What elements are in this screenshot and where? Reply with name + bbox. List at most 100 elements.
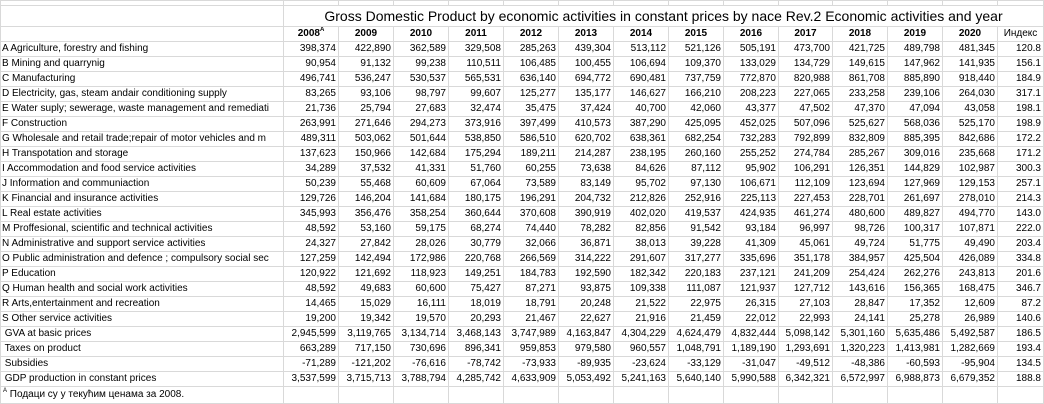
empty-cell[interactable] [448,386,504,404]
value-cell[interactable]: 390,919 [558,206,614,222]
value-cell[interactable]: 96,997 [778,221,833,237]
value-cell[interactable]: 127,969 [887,176,943,192]
empty-cell[interactable] [887,386,943,404]
value-cell[interactable]: 439,304 [558,41,614,57]
value-cell[interactable]: 111,087 [668,281,724,297]
value-cell[interactable]: 501,644 [393,131,449,147]
row-label[interactable]: L Real estate activities [0,206,284,222]
value-cell[interactable]: 99,238 [393,56,449,72]
value-cell[interactable]: 14,465 [283,296,339,312]
row-label[interactable]: D Electricity, gas, steam andair conditi… [0,86,284,102]
value-cell[interactable]: 129,726 [283,191,339,207]
value-cell[interactable]: 2,945,599 [283,326,339,342]
value-cell[interactable]: 51,760 [448,161,504,177]
value-cell[interactable]: 212,826 [613,191,669,207]
value-cell[interactable]: 3,537,599 [283,371,339,387]
value-cell[interactable]: 50,239 [283,176,339,192]
value-cell[interactable]: 358,254 [393,206,449,222]
value-cell[interactable]: 489,827 [887,206,943,222]
index-cell[interactable]: 346.7 [997,281,1044,297]
value-cell[interactable]: 4,285,742 [448,371,504,387]
year-header[interactable]: 2018 [832,26,888,42]
index-cell[interactable]: 188.8 [997,371,1044,387]
value-cell[interactable]: 121,937 [723,281,779,297]
empty-cell[interactable] [778,386,833,404]
value-cell[interactable]: 98,726 [832,221,888,237]
value-cell[interactable]: 3,119,765 [338,326,394,342]
year-header[interactable]: 2014 [613,26,669,42]
value-cell[interactable]: 41,331 [393,161,449,177]
row-label[interactable]: M Proffesional, scientific and technical… [0,221,284,237]
value-cell[interactable]: 861,708 [832,71,888,87]
value-cell[interactable]: 87,271 [503,281,559,297]
value-cell[interactable]: 1,293,691 [778,341,833,357]
value-cell[interactable]: 792,899 [778,131,833,147]
value-cell[interactable]: 262,276 [887,266,943,282]
value-cell[interactable]: 3,747,989 [503,326,559,342]
empty-cell[interactable] [558,386,614,404]
value-cell[interactable]: 271,646 [338,116,394,132]
value-cell[interactable]: 5,640,140 [668,371,724,387]
value-cell[interactable]: 586,510 [503,131,559,147]
value-cell[interactable]: -31,047 [723,356,779,372]
value-cell[interactable]: 505,191 [723,41,779,57]
value-cell[interactable]: 496,741 [283,71,339,87]
value-cell[interactable]: 690,481 [613,71,669,87]
value-cell[interactable]: 1,189,190 [723,341,779,357]
value-cell[interactable]: 55,468 [338,176,394,192]
value-cell[interactable]: 254,424 [832,266,888,282]
value-cell[interactable]: 24,141 [832,311,888,327]
value-cell[interactable]: 121,692 [338,266,394,282]
value-cell[interactable]: 737,759 [668,71,724,87]
empty-header-cell[interactable] [0,26,284,42]
value-cell[interactable]: 37,532 [338,161,394,177]
value-cell[interactable]: 73,589 [503,176,559,192]
value-cell[interactable]: 979,580 [558,341,614,357]
value-cell[interactable]: 233,258 [832,86,888,102]
value-cell[interactable]: 184,783 [503,266,559,282]
value-cell[interactable]: 19,342 [338,311,394,327]
empty-cell[interactable] [832,386,888,404]
row-label[interactable]: E Water suply; sewerage, waste managemen… [0,101,284,117]
index-cell[interactable]: 120.8 [997,41,1044,57]
value-cell[interactable]: 261,697 [887,191,943,207]
value-cell[interactable]: 87,112 [668,161,724,177]
value-cell[interactable]: 49,490 [942,236,998,252]
value-cell[interactable]: 397,499 [503,116,559,132]
value-cell[interactable]: 204,732 [558,191,614,207]
value-cell[interactable]: 22,993 [778,311,833,327]
value-cell[interactable]: 335,696 [723,251,779,267]
value-cell[interactable]: 53,160 [338,221,394,237]
value-cell[interactable]: 489,311 [283,131,339,147]
empty-cell[interactable] [613,386,669,404]
value-cell[interactable]: 67,064 [448,176,504,192]
row-label[interactable]: Subsidies [0,356,284,372]
year-header[interactable]: 2010 [393,26,449,42]
value-cell[interactable]: 227,453 [778,191,833,207]
value-cell[interactable]: -48,386 [832,356,888,372]
value-cell[interactable]: 15,029 [338,296,394,312]
value-cell[interactable]: 730,696 [393,341,449,357]
value-cell[interactable]: 149,251 [448,266,504,282]
value-cell[interactable]: 19,200 [283,311,339,327]
empty-cell[interactable] [338,386,394,404]
value-cell[interactable]: 118,923 [393,266,449,282]
value-cell[interactable]: 24,327 [283,236,339,252]
value-cell[interactable]: -60,593 [887,356,943,372]
row-label[interactable]: N Administrative and support service act… [0,236,284,252]
value-cell[interactable]: 5,301,160 [832,326,888,342]
value-cell[interactable]: 425,504 [887,251,943,267]
value-cell[interactable]: 239,106 [887,86,943,102]
value-cell[interactable]: 235,668 [942,146,998,162]
value-cell[interactable]: 885,890 [887,71,943,87]
value-cell[interactable]: 238,195 [613,146,669,162]
value-cell[interactable]: 568,036 [887,116,943,132]
value-cell[interactable]: 25,794 [338,101,394,117]
value-cell[interactable]: 95,702 [613,176,669,192]
value-cell[interactable]: 1,282,669 [942,341,998,357]
value-cell[interactable]: 481,345 [942,41,998,57]
value-cell[interactable]: 842,686 [942,131,998,147]
value-cell[interactable]: 959,853 [503,341,559,357]
value-cell[interactable]: 370,608 [503,206,559,222]
empty-cell[interactable] [942,386,998,404]
